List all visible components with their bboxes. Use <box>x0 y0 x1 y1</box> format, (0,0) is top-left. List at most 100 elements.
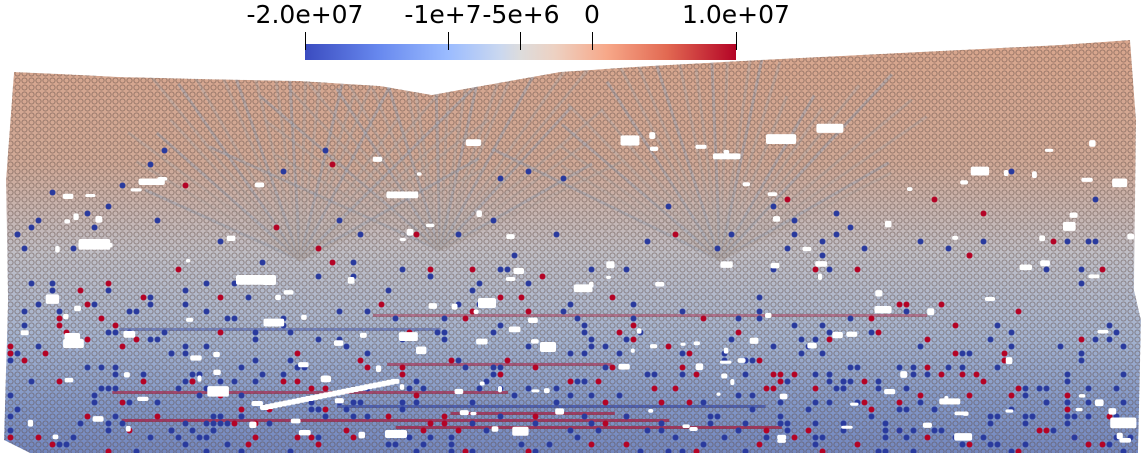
void <box>528 317 538 323</box>
stress-particle <box>63 441 70 448</box>
stress-particle <box>56 441 63 448</box>
void <box>64 377 74 383</box>
stress-particle <box>826 266 833 273</box>
stress-particle <box>812 434 819 441</box>
void <box>27 419 34 427</box>
stress-particle <box>777 371 784 378</box>
void <box>508 326 521 333</box>
colorbar <box>305 44 736 60</box>
void <box>777 439 786 443</box>
void <box>1108 408 1117 415</box>
stress-particle <box>231 315 238 322</box>
stress-particle <box>602 399 609 406</box>
void <box>290 418 301 424</box>
stress-particle <box>588 266 595 273</box>
stress-particle <box>7 434 14 441</box>
stress-particle <box>252 434 259 441</box>
void <box>358 431 366 439</box>
void <box>1110 417 1137 429</box>
stress-particle <box>756 441 763 448</box>
stress-particle <box>308 406 315 413</box>
void <box>1078 394 1086 398</box>
stress-particle <box>315 245 322 252</box>
stress-particle <box>497 371 504 378</box>
stress-particle <box>875 378 882 385</box>
stress-particle <box>658 427 665 434</box>
stress-particle <box>588 441 595 448</box>
stress-particle <box>7 413 14 420</box>
void <box>55 245 60 253</box>
void <box>478 298 496 308</box>
stress-particle <box>266 420 273 427</box>
stress-particle <box>385 441 392 448</box>
stress-particle <box>770 343 777 350</box>
void <box>1032 171 1037 179</box>
stress-particle <box>672 434 679 441</box>
stress-particle <box>630 336 637 343</box>
void <box>62 193 74 200</box>
void <box>398 332 418 342</box>
stress-particle <box>217 294 224 301</box>
stress-particle <box>294 350 301 357</box>
stress-particle <box>1071 413 1078 420</box>
stress-particle <box>735 315 742 322</box>
void <box>263 318 285 327</box>
stress-particle <box>952 350 959 357</box>
void <box>197 375 202 382</box>
stress-particle <box>203 420 210 427</box>
stress-particle <box>56 315 63 322</box>
void <box>900 371 908 378</box>
stress-particle <box>315 273 322 280</box>
stress-particle <box>140 378 147 385</box>
stress-particle <box>1043 266 1050 273</box>
stress-particle <box>707 413 714 420</box>
stress-particle <box>840 378 847 385</box>
stress-particle <box>84 413 91 420</box>
stress-particle <box>875 448 882 453</box>
stress-particle <box>924 371 931 378</box>
stress-particle <box>525 448 532 453</box>
stress-particle <box>112 329 119 336</box>
void <box>846 331 858 337</box>
stress-particle <box>819 322 826 329</box>
void <box>1040 260 1050 267</box>
stress-particle <box>385 413 392 420</box>
stress-particle <box>602 343 609 350</box>
stress-particle <box>343 406 350 413</box>
stress-particle <box>175 266 182 273</box>
stress-particle <box>924 434 931 441</box>
void <box>321 375 330 382</box>
stress-particle <box>280 371 287 378</box>
stress-particle <box>259 371 266 378</box>
stress-particle <box>483 378 490 385</box>
void <box>301 314 307 320</box>
void <box>74 305 81 312</box>
stress-particle <box>532 420 539 427</box>
stress-particle <box>833 210 840 217</box>
void <box>530 339 539 344</box>
void <box>712 153 741 160</box>
stress-particle <box>1008 343 1015 350</box>
stress-particle <box>896 406 903 413</box>
stress-particle <box>812 399 819 406</box>
void <box>497 386 502 393</box>
stress-particle <box>483 427 490 434</box>
stress-particle <box>609 294 616 301</box>
stress-particle <box>812 266 819 273</box>
void <box>479 381 485 386</box>
stress-particle <box>182 378 189 385</box>
void <box>465 139 482 146</box>
void <box>390 378 400 384</box>
stress-particle <box>938 427 945 434</box>
stress-particle <box>875 385 882 392</box>
stress-particle <box>1022 420 1029 427</box>
stress-particle <box>679 364 686 371</box>
stress-particle <box>574 434 581 441</box>
stress-particle <box>819 448 826 453</box>
void <box>428 303 437 309</box>
void <box>185 259 191 263</box>
colorbar-label-max: 1.0e+07 <box>682 0 790 29</box>
stress-particle <box>756 357 763 364</box>
stress-particle <box>518 441 525 448</box>
stress-particle <box>658 399 665 406</box>
